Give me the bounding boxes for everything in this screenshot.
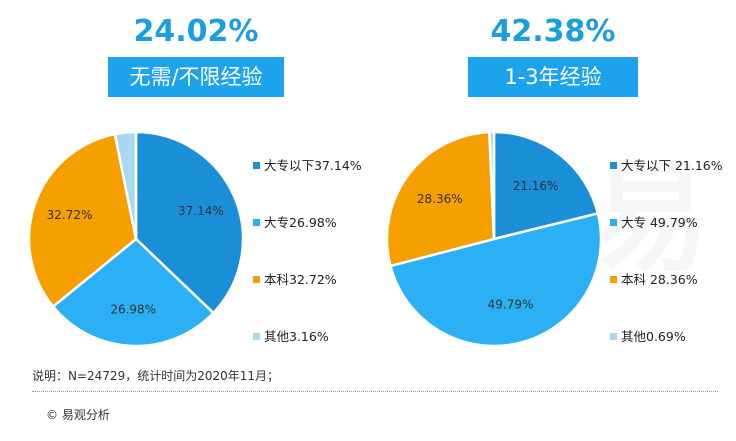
- pie1-slice-4: [113, 130, 138, 240]
- pie2-legend-label-2: 大专 49.79%: [621, 215, 698, 230]
- pie2-slice-4: [488, 130, 496, 240]
- watermark-logo: 易: [590, 149, 710, 288]
- left-headline-percent: 24.02%: [133, 14, 259, 49]
- divider: [32, 391, 718, 392]
- pie1-data-label-1: 37.14%: [178, 204, 224, 218]
- pie2-legend-swatch-1: [610, 162, 617, 169]
- pie1-data-label-3: 32.72%: [47, 208, 93, 222]
- pie1-slice-1: [134, 130, 245, 315]
- pie2-data-label-1: 21.16%: [513, 179, 559, 193]
- pie2-data-label-3: 28.36%: [417, 192, 463, 206]
- pie1-data-label-2: 26.98%: [110, 303, 156, 317]
- pie2-legend-label-4: 其他0.69%: [621, 329, 686, 344]
- chart-note: 说明：N=24729，统计时间为2020年11月；: [32, 369, 280, 383]
- pie2-data-label-2: 49.79%: [488, 297, 534, 311]
- pie2-slice-3: [385, 130, 496, 268]
- pie2-legend-label-1: 大专以下 21.16%: [621, 158, 723, 173]
- pie2-legend-swatch-3: [610, 276, 617, 283]
- pie2-legend-swatch-2: [610, 219, 617, 226]
- pie1-legend-swatch-4: [253, 333, 260, 340]
- pie1-legend-label-1: 大专以下37.14%: [264, 158, 362, 173]
- left-chart-title: 无需/不限经验: [108, 57, 284, 97]
- pie1-legend-swatch-1: [253, 162, 260, 169]
- pie2-legend-label-3: 本科 28.36%: [621, 272, 698, 287]
- pie2-slice-1: [492, 130, 600, 241]
- pie1-slice-2: [51, 237, 216, 348]
- right-chart-title: 1-3年经验: [468, 57, 638, 97]
- pie1-legend-label-4: 其他3.16%: [264, 329, 329, 344]
- pie2-slice-2: [388, 211, 603, 348]
- pie1-legend-swatch-2: [253, 219, 260, 226]
- pie1-legend-swatch-3: [253, 276, 260, 283]
- pie1-legend-label-2: 大专26.98%: [264, 215, 337, 230]
- footer-source: © 易观分析: [46, 408, 110, 422]
- pie2-legend-swatch-4: [610, 333, 617, 340]
- right-headline-percent: 42.38%: [490, 14, 616, 49]
- pie1-slice-3: [27, 132, 138, 309]
- pie1-legend-label-3: 本科32.72%: [264, 272, 337, 287]
